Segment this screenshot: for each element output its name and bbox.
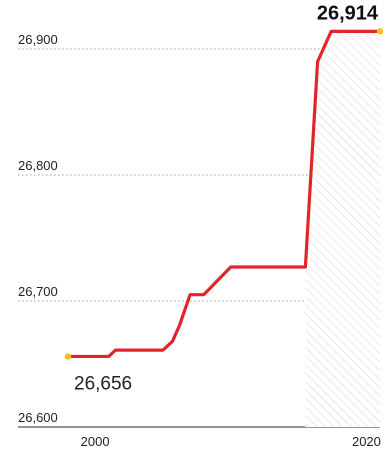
- data-point: [149, 350, 150, 351]
- data-point: [179, 326, 180, 327]
- value-annotation: 26,914: [317, 2, 379, 24]
- data-point: [203, 294, 204, 295]
- data-point: [108, 356, 109, 357]
- endpoint-marker: [64, 353, 72, 360]
- data-line: [68, 29, 380, 359]
- hatched-area: [305, 31, 380, 428]
- y-axis-ticks: 26,900 26,800 26,700 26,600: [18, 32, 58, 425]
- data-point: [230, 266, 231, 267]
- value-annotation: 26,656: [74, 373, 132, 394]
- series-line: [64, 28, 384, 360]
- x-tick-label: 2020: [352, 434, 381, 449]
- data-point: [135, 350, 136, 351]
- data-point: [331, 31, 332, 32]
- endpoint-marker: [376, 28, 384, 35]
- data-point: [115, 350, 116, 351]
- data-point: [317, 61, 318, 62]
- annotations: 26,656 26,914: [74, 2, 379, 394]
- data-point: [305, 266, 306, 267]
- x-axis-ticks: 2000 2020: [81, 434, 381, 449]
- data-point: [95, 356, 96, 357]
- y-tick-label: 26,800: [18, 158, 58, 173]
- y-tick-label: 26,900: [18, 32, 58, 47]
- data-point: [172, 341, 173, 342]
- area-fill: [305, 31, 380, 428]
- data-point: [162, 350, 163, 351]
- data-point: [190, 294, 191, 295]
- y-tick-label: 26,700: [18, 284, 58, 299]
- x-tick-label: 2000: [81, 434, 110, 449]
- y-tick-label: 26,600: [18, 410, 58, 425]
